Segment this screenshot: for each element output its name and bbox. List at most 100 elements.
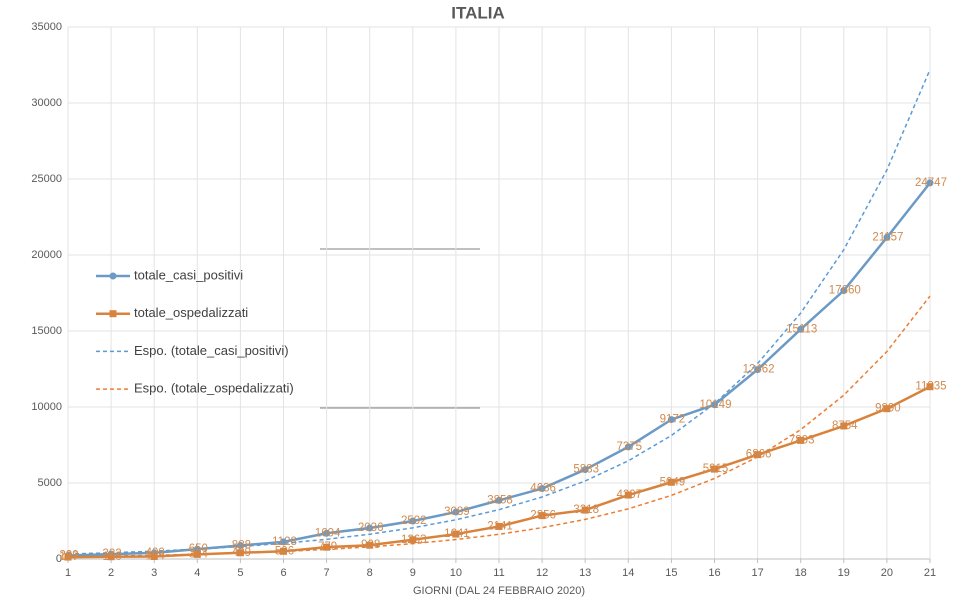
data-label: 1128 [272, 536, 297, 548]
point [495, 496, 503, 504]
point [236, 542, 244, 550]
data-label: 150 [103, 551, 122, 563]
data-label: 2502 [401, 515, 427, 527]
point [107, 553, 115, 561]
point [883, 233, 891, 241]
data-label: 650 [189, 543, 208, 555]
x-tick-label: 21 [924, 567, 936, 579]
data-label: 6866 [746, 449, 772, 461]
point [323, 529, 331, 537]
y-tick-label: 35000 [31, 21, 62, 33]
data-label: 1694 [315, 527, 341, 539]
point [711, 401, 718, 409]
y-tick-label: 15000 [31, 325, 62, 337]
data-label: 779 [318, 541, 337, 553]
point [624, 443, 632, 451]
data-label: 127 [59, 551, 78, 563]
y-tick-label: 20000 [31, 249, 62, 261]
point [754, 366, 762, 374]
legend-label: totale_casi_positivi [134, 267, 243, 282]
data-label: 304 [189, 548, 209, 560]
point [624, 491, 632, 499]
x-tick-label: 4 [194, 567, 200, 579]
x-tick-label: 12 [536, 567, 548, 579]
data-label: 8754 [832, 420, 858, 432]
x-tick-label: 10 [450, 567, 462, 579]
chart-title: ITALIA [451, 3, 505, 22]
point [193, 545, 201, 553]
point [366, 524, 374, 532]
legend-label: Espo. (totale_casi_positivi) [134, 343, 289, 358]
data-label: 1263 [401, 534, 427, 546]
data-label: 888 [232, 540, 251, 552]
point [280, 538, 287, 546]
point [840, 422, 848, 430]
x-tick-label: 8 [367, 567, 373, 579]
x-tick-label: 7 [324, 567, 330, 579]
point [323, 543, 331, 551]
x-tick-label: 13 [579, 567, 591, 579]
point [452, 508, 460, 516]
y-tick-label: 10000 [31, 401, 62, 413]
x-tick-label: 3 [151, 567, 157, 579]
data-label: 9172 [660, 414, 686, 426]
point [754, 451, 762, 459]
x-tick-label: 11 [493, 567, 504, 579]
point [236, 549, 244, 557]
data-label: 4207 [617, 489, 643, 501]
x-tick-label: 6 [280, 567, 286, 579]
point [495, 522, 503, 530]
point [667, 416, 675, 424]
data-label: 10149 [700, 399, 732, 411]
data-label: 2856 [530, 510, 556, 522]
data-label: 15113 [786, 323, 817, 335]
data-label: 9890 [875, 403, 901, 415]
legend-marker [109, 272, 117, 280]
point [797, 325, 805, 333]
x-tick-label: 9 [410, 567, 416, 579]
x-tick-label: 20 [881, 567, 893, 579]
legend-marker [109, 310, 117, 318]
point [538, 485, 546, 493]
x-tick-label: 5 [237, 567, 243, 579]
point [452, 530, 460, 538]
y-tick-label: 0 [56, 553, 62, 565]
point [280, 547, 287, 555]
point [926, 179, 934, 187]
y-tick-label: 25000 [31, 173, 62, 185]
data-label: 5049 [660, 476, 686, 488]
data-label: 11335 [915, 381, 946, 393]
point [581, 466, 589, 474]
point [883, 405, 891, 413]
x-tick-label: 14 [622, 567, 634, 579]
x-tick-label: 15 [665, 567, 677, 579]
data-label: 5915 [703, 463, 729, 475]
point [409, 517, 417, 525]
x-tick-label: 16 [708, 567, 720, 579]
data-label: 409 [232, 547, 251, 559]
data-label: 7803 [789, 434, 815, 446]
data-label: 5883 [573, 464, 599, 476]
point [581, 506, 589, 514]
point [926, 383, 934, 391]
data-label: 2036 [358, 522, 384, 534]
x-tick-label: 1 [65, 567, 71, 579]
point [64, 553, 72, 561]
data-label: 908 [361, 539, 380, 551]
data-label: 164 [146, 551, 166, 563]
data-label: 7375 [617, 441, 643, 453]
point [409, 536, 417, 544]
point [797, 436, 805, 444]
point [840, 287, 848, 295]
data-label: 506 [275, 545, 294, 557]
data-label: 3089 [444, 506, 470, 518]
y-tick-label: 5000 [38, 477, 62, 489]
legend-label: totale_ospedalizzati [134, 305, 248, 320]
point [193, 550, 201, 558]
data-label: 21157 [872, 231, 903, 243]
x-tick-label: 17 [751, 567, 763, 579]
data-label: 1641 [444, 528, 470, 540]
data-label: 17660 [829, 285, 861, 297]
